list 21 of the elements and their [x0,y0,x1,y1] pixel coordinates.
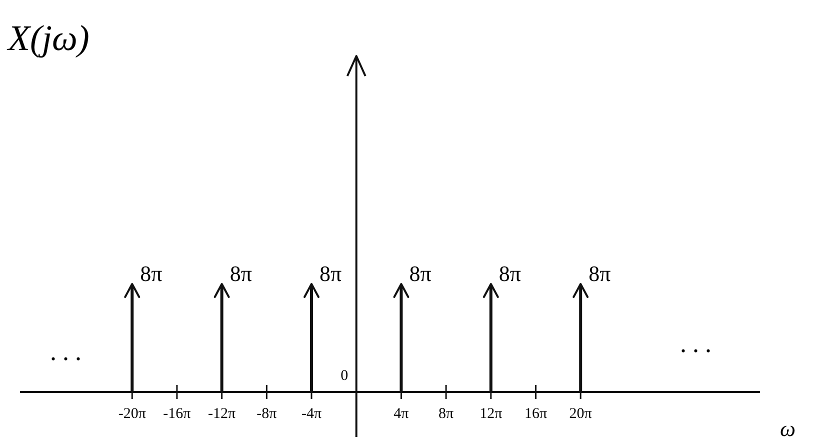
data-label: 8π [140,261,162,286]
x-tick-label: 20π [569,406,592,422]
annotation: ... [680,329,718,358]
chart-title: X(jω) [6,18,90,58]
data-label: 8π [498,261,522,286]
annotation: 0 [340,368,348,384]
x-tick-label: 12π [480,406,503,422]
annotation: ... [50,337,88,366]
data-label: 8π [320,261,342,286]
x-tick-label: -12π [208,406,236,422]
x-tick-label: -8π [256,406,278,422]
x-tick-label: -16π [163,406,192,422]
data-label: 8π [230,261,252,286]
x-tick-label: 4π [394,406,410,422]
x-tick-label: -4π [301,406,322,422]
data-label: 8π [588,261,611,286]
x-tick-label: -20π [118,406,146,422]
data-label: 8π [409,261,432,286]
x-tick-label: 8π [438,406,454,422]
x-tick-label: 16π [524,406,548,422]
x-axis-title: ω [780,416,796,441]
